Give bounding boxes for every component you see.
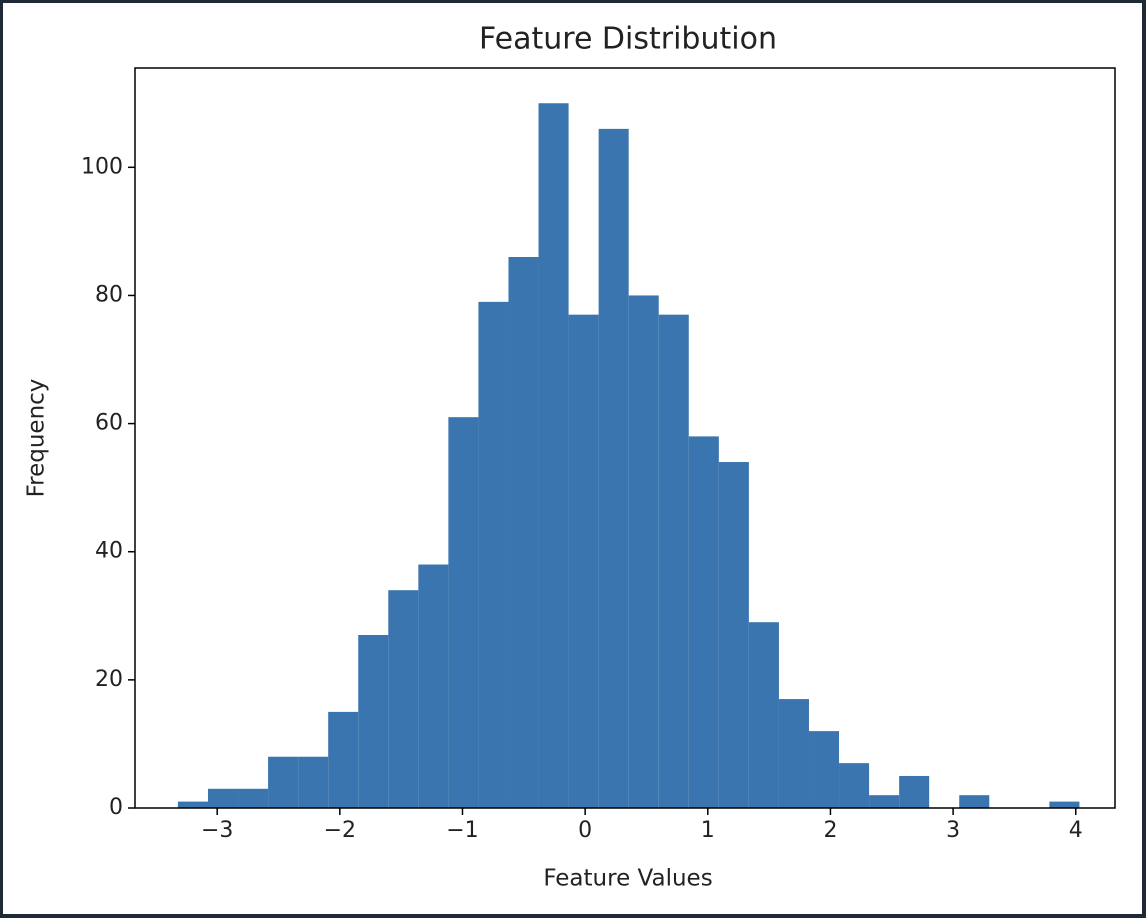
- bar: [207, 788, 239, 808]
- bar: [478, 301, 509, 808]
- bar: [177, 801, 208, 808]
- bar: [869, 795, 900, 808]
- bar: [268, 756, 299, 808]
- y-tick-label: 100: [81, 154, 123, 179]
- bar: [658, 314, 689, 808]
- x-axis-label: Feature Values: [543, 866, 712, 892]
- bar: [688, 436, 719, 808]
- x-tick-label: 0: [578, 818, 592, 843]
- bar: [899, 775, 930, 808]
- bar: [1049, 801, 1080, 808]
- bar: [628, 295, 659, 808]
- bar: [298, 756, 329, 808]
- axes-frame: [134, 67, 1116, 809]
- bar: [448, 417, 479, 808]
- bar: [388, 590, 419, 808]
- y-tick-label: 20: [95, 667, 123, 692]
- bar: [598, 128, 629, 809]
- y-tick-label: 40: [95, 539, 123, 564]
- x-tick-label: −1: [446, 818, 478, 843]
- bar: [358, 635, 389, 808]
- x-tick-label: −3: [201, 818, 233, 843]
- bar: [538, 103, 569, 808]
- bar: [328, 711, 359, 808]
- x-tick-label: 4: [1069, 818, 1083, 843]
- bar: [418, 564, 449, 808]
- bar: [508, 257, 539, 808]
- y-axis-label: Frequency: [24, 379, 50, 498]
- bar: [959, 795, 990, 808]
- bar: [808, 731, 840, 808]
- bar: [839, 763, 870, 808]
- x-tick-label: 1: [701, 818, 715, 843]
- chart-title: Feature Distribution: [479, 22, 777, 57]
- bar: [778, 699, 809, 808]
- bar: [238, 788, 269, 808]
- bar: [718, 462, 749, 808]
- x-tick-label: 2: [823, 818, 837, 843]
- bar: [568, 314, 599, 808]
- x-tick-label: 3: [946, 818, 960, 843]
- x-tick-label: −2: [324, 818, 356, 843]
- y-tick-label: 60: [95, 411, 123, 436]
- y-tick-label: 0: [109, 795, 123, 820]
- y-tick-label: 80: [95, 282, 123, 307]
- bar: [748, 622, 779, 808]
